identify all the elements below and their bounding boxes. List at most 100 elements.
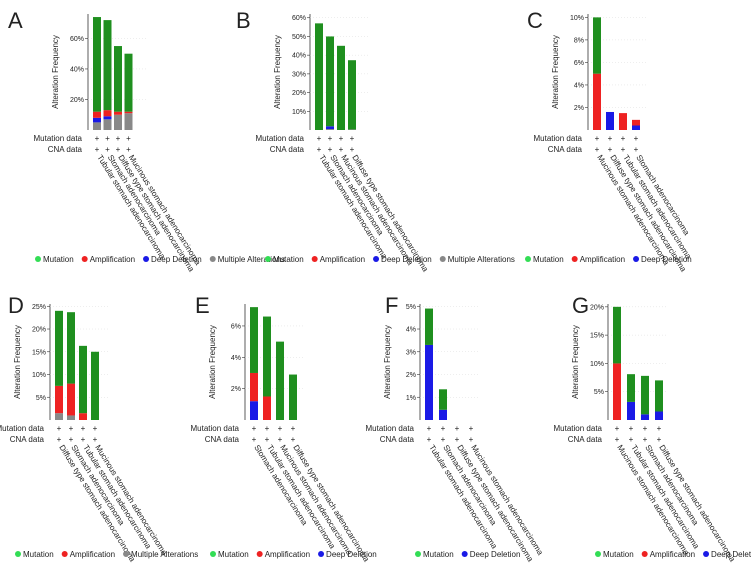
legend-marker [439,256,446,262]
row-label: CNA data [380,435,415,444]
y-tick-label: 10% [570,15,584,22]
y-tick-label: 30% [292,71,306,78]
bar-segment [627,374,635,402]
bar-segment [103,110,112,117]
legend-marker [209,256,216,262]
bar-segment [641,414,649,420]
bar-segment [67,312,75,384]
legend-marker [256,551,263,557]
bar-segment [619,113,627,130]
legend-marker [595,551,601,557]
legend-label: Deep Deletion [711,550,751,559]
bar-segment [55,385,63,414]
row-label: Mutation data [191,424,240,433]
y-tick-label: 2% [231,386,241,393]
y-axis-label: Alteration Frequency [383,325,392,399]
row-mark: + [469,424,474,433]
bar-segment [103,20,112,111]
row-label: CNA data [270,145,305,154]
legend-marker [633,256,640,262]
row-mark: + [621,145,626,154]
bar-segment [326,36,334,127]
bar-segment [337,45,345,130]
row-mark: + [278,424,283,433]
bar-segment [326,126,334,130]
bar-segment [655,411,663,420]
y-tick-label: 5% [406,304,416,311]
row-mark: + [291,424,296,433]
panel-label: F [385,293,398,318]
bar-segment [250,307,258,373]
row-mark: + [615,424,620,433]
y-tick-label: 5% [594,389,604,396]
row-mark: + [81,435,86,444]
legend-label: Mutation [423,550,454,559]
row-mark: + [643,435,648,444]
row-mark: + [350,134,355,143]
legend-label: Amplification [650,550,695,559]
bar-segment [613,306,621,364]
bar-segment [55,413,63,420]
y-tick-label: 6% [231,323,241,330]
panel-label: G [572,293,589,318]
bar-segment [91,351,99,420]
legend-label: Amplification [320,255,365,264]
legend-marker [525,256,531,262]
legend-label: Multiple Alterations [131,550,198,559]
row-mark: + [339,145,344,154]
bar-segment [655,380,663,412]
row-mark: + [629,435,634,444]
row-mark: + [69,424,74,433]
bar-segment [348,60,356,130]
row-mark: + [657,424,662,433]
row-label: Mutation data [0,424,45,433]
legend-label: Deep Deletion [381,255,432,264]
bar-segment [276,341,284,420]
legend-marker [703,551,710,557]
y-tick-label: 15% [32,349,46,356]
panel-label: C [527,8,543,33]
legend-label: Deep Deletion [470,550,521,559]
row-mark: + [278,435,283,444]
row-mark: + [643,424,648,433]
row-label: CNA data [48,145,83,154]
legend-marker [265,256,271,262]
row-mark: + [116,145,121,154]
legend-marker [210,551,216,557]
legend-label: Multiple Alterations [448,255,515,264]
row-mark: + [621,134,626,143]
bar-segment [263,396,271,420]
row-mark: + [615,435,620,444]
legend-label: Deep Deletion [326,550,377,559]
row-mark: + [93,435,98,444]
bar-segment [114,111,122,115]
legend-marker [311,256,318,262]
bar-segment [632,119,640,126]
bar-segment [114,114,122,130]
row-mark: + [126,134,131,143]
bar-segment [606,111,614,130]
y-axis-label: Alteration Frequency [273,35,282,109]
bar-segment [263,316,271,397]
legend-marker [318,551,325,557]
bar-segment [593,73,601,130]
row-mark: + [455,435,460,444]
y-axis-label: Alteration Frequency [208,325,217,399]
row-mark: + [339,134,344,143]
y-tick-label: 8% [574,37,584,44]
legend-label: Multiple Alterations [218,255,285,264]
bar-segment [67,383,75,416]
legend-label: Amplification [580,255,625,264]
y-tick-label: 5% [36,395,46,402]
legend-marker [373,256,380,262]
row-label: CNA data [568,435,603,444]
legend-label: Mutation [43,255,74,264]
row-label: CNA data [548,145,583,154]
row-label: Mutation data [534,134,583,143]
bar-segment [79,345,87,414]
bar-segment [124,111,133,114]
row-mark: + [116,134,121,143]
bar-segment [93,111,101,118]
panel-label: D [8,293,24,318]
